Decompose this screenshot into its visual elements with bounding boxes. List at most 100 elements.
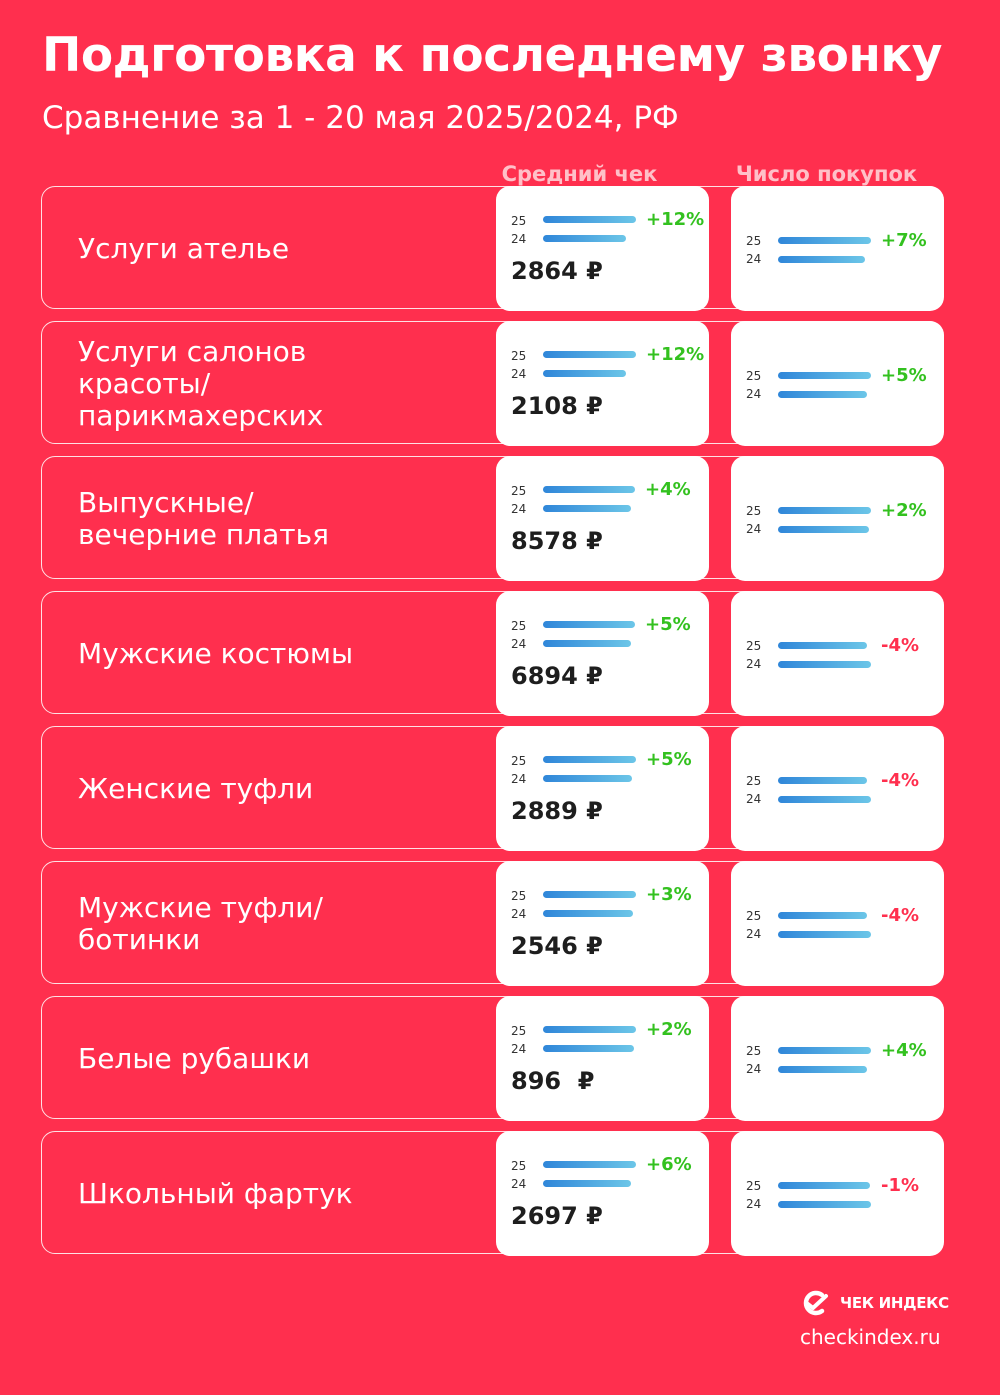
- bar-2025: [543, 351, 636, 358]
- bar-2024: [543, 505, 631, 512]
- change-label: +7%: [881, 230, 927, 251]
- change-label: +2%: [646, 1019, 692, 1040]
- year-label-2025: 25: [746, 1044, 762, 1058]
- year-label-2024: 24: [746, 1197, 762, 1211]
- year-label-2025: 25: [511, 619, 527, 633]
- purchase-count-card: 25 24 +5%: [731, 321, 944, 446]
- bar-2025: [778, 237, 871, 244]
- bar-2024: [543, 1180, 631, 1187]
- year-label-2025: 25: [746, 504, 762, 518]
- average-check-card: 25 24 +4% 8578 ₽: [496, 456, 709, 581]
- bar-2025: [543, 891, 636, 898]
- page-title: Подготовка к последнему звонку: [42, 28, 942, 83]
- average-check-value: 2889 ₽: [511, 797, 603, 825]
- change-label: +5%: [646, 749, 692, 770]
- change-label: +3%: [646, 884, 692, 905]
- checkindex-logo-icon: [803, 1290, 828, 1316]
- bar-2024: [778, 391, 867, 398]
- average-check-value: 6894 ₽: [511, 662, 603, 690]
- year-label-2025: 25: [746, 234, 762, 248]
- year-label-2025: 25: [511, 1159, 527, 1173]
- average-check-value: 2108 ₽: [511, 392, 603, 420]
- year-label-2024: 24: [511, 367, 527, 381]
- column-header-purchase-count: Число покупок: [735, 162, 918, 186]
- purchase-count-card: 25 24 +4%: [731, 996, 944, 1121]
- bar-2024: [543, 235, 626, 242]
- average-check-value: 896 ₽: [511, 1067, 595, 1095]
- bar-2024: [778, 1066, 867, 1073]
- bar-2024: [778, 661, 871, 668]
- change-label: +12%: [646, 209, 705, 230]
- year-label-2025: 25: [511, 484, 527, 498]
- average-check-card: 25 24 +3% 2546 ₽: [496, 861, 709, 986]
- purchase-count-card: 25 24 +7%: [731, 186, 944, 311]
- bar-2025: [778, 372, 871, 379]
- bar-2024: [778, 931, 871, 938]
- brand-name: ЧЕК ИНДЕКС: [840, 1294, 949, 1312]
- year-label-2024: 24: [511, 502, 527, 516]
- year-label-2024: 24: [746, 927, 762, 941]
- change-label: +2%: [881, 500, 927, 521]
- year-label-2024: 24: [511, 637, 527, 651]
- average-check-value: 2546 ₽: [511, 932, 603, 960]
- bar-2024: [543, 910, 633, 917]
- year-label-2025: 25: [511, 1024, 527, 1038]
- table-row: Услуги ателье 25 24 +12% 2864 ₽ 25 24 +7…: [0, 186, 1000, 311]
- category-label: Услуги ателье: [78, 231, 290, 265]
- table-row: Услуги салонов красоты/ парикмахерских 2…: [0, 321, 1000, 446]
- column-header-average-check: Средний чек: [501, 162, 658, 186]
- change-label: -4%: [881, 905, 920, 926]
- bar-2024: [543, 1045, 634, 1052]
- purchase-count-card: 25 24 -1%: [731, 1131, 944, 1256]
- average-check-card: 25 24 +12% 2108 ₽: [496, 321, 709, 446]
- bar-2025: [778, 1047, 871, 1054]
- table-row: Выпускные/ вечерние платья 25 24 +4% 857…: [0, 456, 1000, 581]
- year-label-2024: 24: [746, 252, 762, 266]
- year-label-2024: 24: [511, 772, 527, 786]
- year-label-2025: 25: [511, 349, 527, 363]
- average-check-card: 25 24 +5% 6894 ₽: [496, 591, 709, 716]
- category-label: Женские туфли: [78, 771, 314, 805]
- average-check-card: 25 24 +2% 896 ₽: [496, 996, 709, 1121]
- bar-2025: [778, 1182, 870, 1189]
- bar-2025: [543, 1026, 636, 1033]
- year-label-2024: 24: [746, 387, 762, 401]
- bar-2024: [543, 370, 626, 377]
- bar-2024: [778, 1201, 871, 1208]
- change-label: -4%: [881, 770, 920, 791]
- change-label: +6%: [646, 1154, 692, 1175]
- year-label-2024: 24: [511, 1177, 527, 1191]
- purchase-count-card: 25 24 -4%: [731, 726, 944, 851]
- category-label: Услуги салонов красоты/ парикмахерских: [78, 334, 324, 432]
- year-label-2025: 25: [746, 1179, 762, 1193]
- year-label-2025: 25: [746, 369, 762, 383]
- year-label-2024: 24: [511, 232, 527, 246]
- average-check-card: 25 24 +6% 2697 ₽: [496, 1131, 709, 1256]
- table-row: Женские туфли 25 24 +5% 2889 ₽ 25 24 -4%: [0, 726, 1000, 851]
- bar-2025: [543, 621, 635, 628]
- year-label-2024: 24: [511, 907, 527, 921]
- brand-logo: ЧЕК ИНДЕКС: [800, 1290, 949, 1316]
- purchase-count-card: 25 24 -4%: [731, 591, 944, 716]
- average-check-value: 8578 ₽: [511, 527, 603, 555]
- category-label: Белые рубашки: [78, 1041, 311, 1075]
- year-label-2024: 24: [746, 792, 762, 806]
- year-label-2025: 25: [511, 214, 527, 228]
- bar-2025: [778, 507, 871, 514]
- bar-2025: [778, 642, 867, 649]
- brand-website: checkindex.ru: [800, 1325, 941, 1349]
- change-label: +5%: [881, 365, 927, 386]
- bar-2024: [543, 640, 631, 647]
- year-label-2024: 24: [746, 1062, 762, 1076]
- change-label: -1%: [881, 1175, 920, 1196]
- year-label-2025: 25: [746, 909, 762, 923]
- bar-2024: [543, 775, 632, 782]
- category-label: Выпускные/ вечерние платья: [78, 485, 329, 551]
- bar-2024: [778, 796, 871, 803]
- bar-2025: [543, 486, 635, 493]
- purchase-count-card: 25 24 +2%: [731, 456, 944, 581]
- page-subtitle: Сравнение за 1 - 20 мая 2025/2024, РФ: [42, 100, 679, 136]
- year-label-2024: 24: [746, 657, 762, 671]
- year-label-2025: 25: [746, 639, 762, 653]
- bar-2024: [778, 256, 865, 263]
